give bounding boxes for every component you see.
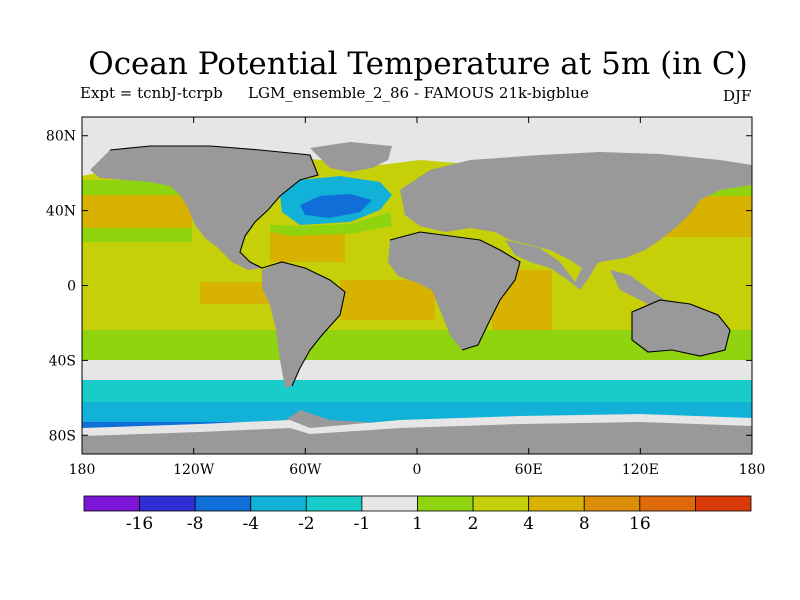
colorbar-label: 16 xyxy=(629,514,651,534)
colorbar-swatch xyxy=(417,495,474,512)
colorbar-label: -1 xyxy=(354,514,371,534)
y-tick-label: 80S xyxy=(49,428,76,444)
colorbar: -16 -8 -4 -2 -1 1 2 4 8 16 xyxy=(83,495,752,534)
experiment-label: Expt = tcnbJ-tcrpb xyxy=(80,84,223,102)
north-america-land xyxy=(90,146,318,270)
colorbar-label: -16 xyxy=(126,514,153,534)
y-tick-label: 40N xyxy=(46,204,76,220)
australia-land xyxy=(632,300,730,356)
colorbar-swatch xyxy=(583,495,641,512)
eurasia-land xyxy=(400,152,752,270)
colorbar-swatch xyxy=(305,495,363,512)
y-tick-label: 0 xyxy=(67,279,76,295)
colorbar-label: 1 xyxy=(412,514,423,534)
colorbar-swatch xyxy=(639,495,696,512)
africa-land xyxy=(388,232,520,350)
greenland-land xyxy=(310,142,392,172)
figure-title: Ocean Potential Temperature at 5m (in C) xyxy=(88,46,748,82)
temperature-field xyxy=(82,117,752,454)
colorbar-swatch xyxy=(528,495,585,512)
x-tick-label: 180 xyxy=(69,462,96,478)
y-tick-label: 80N xyxy=(46,129,76,145)
colorbar-swatch xyxy=(361,495,418,512)
southern-ocean-cyan-band xyxy=(82,380,752,402)
colorbar-label: -8 xyxy=(187,514,204,534)
colorbar-label: 4 xyxy=(523,514,534,534)
run-name-label: LGM_ensemble_2_86 - FAMOUS 21k-bigblue xyxy=(248,84,589,102)
x-tick-label: 120E xyxy=(622,462,659,478)
axis-ticks: 80N 40N 0 40S 80S 180 120W 60W 0 60E 120E 180 xyxy=(46,117,765,478)
antarctic-coast-ice xyxy=(82,414,752,436)
colorbar-swatch xyxy=(250,495,307,512)
x-tick-label: 0 xyxy=(413,462,422,478)
n-pacific-green-band-2 xyxy=(82,228,192,242)
colorbar-swatch xyxy=(194,495,252,512)
colorbar-swatch xyxy=(83,495,140,512)
south-america-land xyxy=(262,262,345,388)
colorbar-swatch xyxy=(472,495,530,512)
colorbar-swatch xyxy=(695,495,752,512)
x-tick-label: 120W xyxy=(173,462,215,478)
arabia-india-land xyxy=(505,240,598,290)
season-label: DJF xyxy=(723,87,752,105)
atlantic-warm-band xyxy=(270,232,345,262)
x-tick-label: 60W xyxy=(289,462,322,478)
colorbar-label: -2 xyxy=(298,514,315,534)
colorbar-label: 2 xyxy=(468,514,479,534)
x-tick-label: 60E xyxy=(515,462,543,478)
colorbar-label: -4 xyxy=(242,514,259,534)
north-atlantic-green-rim xyxy=(270,212,392,236)
y-tick-label: 40S xyxy=(49,353,76,369)
north-atlantic-deep-cold xyxy=(300,194,372,218)
south-atlantic-warm-band xyxy=(340,280,435,320)
colorbar-swatch xyxy=(139,495,196,512)
colorbar-label: 8 xyxy=(579,514,590,534)
coastline-outlines xyxy=(109,145,731,387)
n-pacific-warm-band xyxy=(82,195,192,230)
southern-ocean-light-band xyxy=(82,360,752,380)
x-tick-label: 180 xyxy=(739,462,766,478)
